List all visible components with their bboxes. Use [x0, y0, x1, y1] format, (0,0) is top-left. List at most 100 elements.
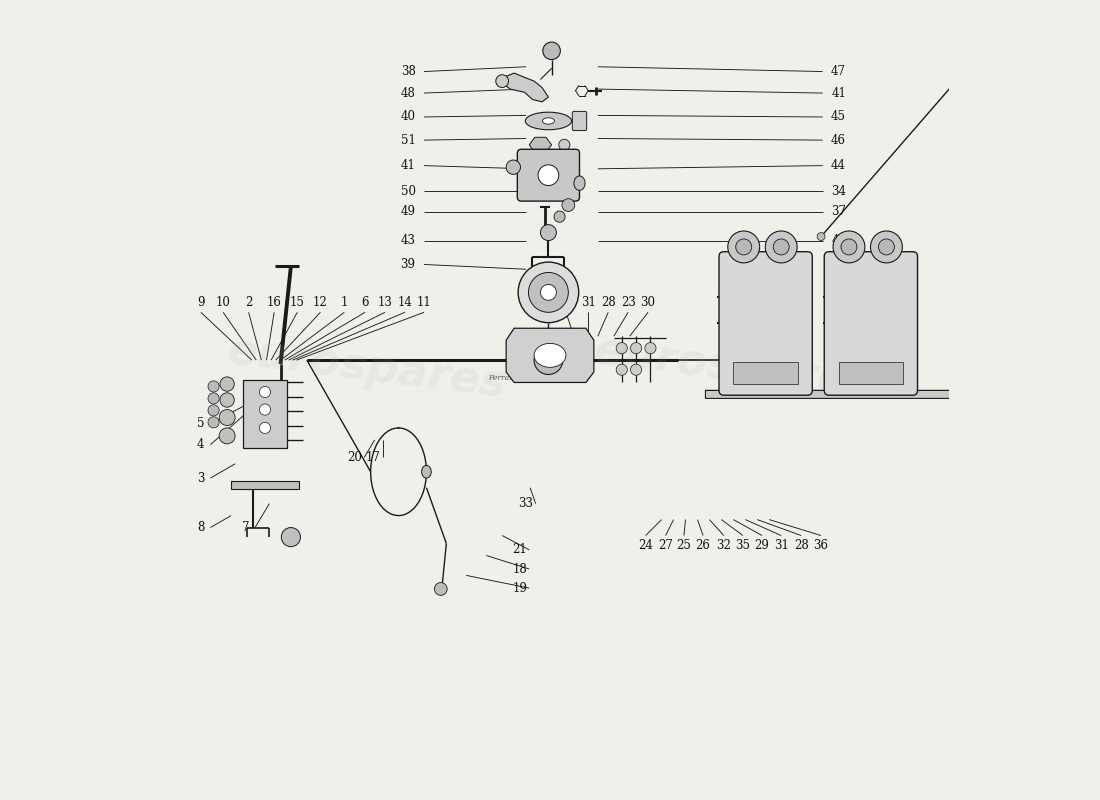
- Text: 13: 13: [377, 296, 393, 310]
- Circle shape: [220, 393, 234, 407]
- FancyBboxPatch shape: [824, 252, 917, 395]
- Text: eurospares: eurospares: [224, 330, 509, 406]
- Polygon shape: [498, 73, 549, 102]
- Circle shape: [540, 285, 557, 300]
- Circle shape: [842, 239, 857, 255]
- Polygon shape: [529, 138, 551, 153]
- Circle shape: [542, 42, 560, 59]
- Text: 16: 16: [266, 296, 282, 310]
- Text: 41: 41: [832, 86, 846, 99]
- Text: 28: 28: [601, 296, 616, 310]
- Circle shape: [630, 364, 641, 375]
- Text: 21: 21: [513, 543, 527, 556]
- Text: 23: 23: [620, 296, 636, 310]
- Text: 32: 32: [716, 538, 732, 551]
- Circle shape: [208, 405, 219, 416]
- Text: 8: 8: [197, 521, 205, 534]
- Bar: [734, 362, 798, 384]
- Text: 5: 5: [197, 418, 205, 430]
- Circle shape: [282, 527, 300, 546]
- FancyBboxPatch shape: [517, 150, 580, 201]
- Text: 36: 36: [814, 538, 828, 551]
- Text: 17: 17: [365, 451, 381, 464]
- Text: 15: 15: [289, 296, 305, 310]
- Text: 50: 50: [400, 185, 416, 198]
- Circle shape: [736, 239, 751, 255]
- Ellipse shape: [574, 176, 585, 190]
- FancyBboxPatch shape: [719, 252, 812, 395]
- Text: 43: 43: [400, 234, 416, 247]
- Circle shape: [220, 377, 234, 391]
- Text: 19: 19: [513, 582, 527, 594]
- Text: 46: 46: [832, 134, 846, 146]
- Circle shape: [219, 428, 235, 444]
- Circle shape: [833, 231, 865, 263]
- Text: 38: 38: [400, 65, 416, 78]
- Circle shape: [773, 239, 789, 255]
- Text: 9: 9: [197, 296, 205, 310]
- Text: 42: 42: [832, 234, 846, 247]
- Bar: [838, 362, 903, 384]
- Text: 48: 48: [400, 86, 416, 99]
- Circle shape: [434, 582, 448, 595]
- Text: 30: 30: [640, 296, 656, 310]
- Text: 14: 14: [397, 296, 412, 310]
- Polygon shape: [506, 328, 594, 382]
- Circle shape: [538, 165, 559, 186]
- Ellipse shape: [506, 160, 520, 174]
- Ellipse shape: [526, 112, 572, 130]
- Circle shape: [260, 422, 271, 434]
- Text: 29: 29: [755, 538, 770, 551]
- Text: 7: 7: [242, 521, 250, 534]
- Text: 28: 28: [794, 538, 808, 551]
- Circle shape: [219, 410, 235, 426]
- Text: 20: 20: [348, 451, 362, 464]
- Text: 25: 25: [676, 538, 692, 551]
- Circle shape: [535, 346, 563, 374]
- Circle shape: [496, 74, 508, 87]
- Text: 22: 22: [559, 296, 573, 310]
- Text: 34: 34: [832, 185, 846, 198]
- Circle shape: [208, 417, 219, 428]
- Text: 2: 2: [245, 296, 252, 310]
- Text: 6: 6: [361, 296, 368, 310]
- Text: 35: 35: [736, 538, 750, 551]
- Text: 33: 33: [518, 497, 534, 510]
- Circle shape: [630, 342, 641, 354]
- Text: 31: 31: [773, 538, 789, 551]
- Text: 49: 49: [400, 206, 416, 218]
- Text: 41: 41: [400, 159, 416, 172]
- Text: 44: 44: [832, 159, 846, 172]
- Text: 4: 4: [197, 438, 205, 451]
- Circle shape: [562, 198, 574, 211]
- Text: 10: 10: [216, 296, 231, 310]
- Polygon shape: [705, 390, 960, 398]
- Text: 3: 3: [197, 472, 205, 485]
- Circle shape: [879, 239, 894, 255]
- Circle shape: [817, 233, 825, 241]
- Ellipse shape: [421, 466, 431, 478]
- Ellipse shape: [542, 118, 554, 124]
- Bar: [243, 380, 287, 448]
- Circle shape: [645, 342, 656, 354]
- Text: 45: 45: [832, 110, 846, 123]
- Circle shape: [260, 386, 271, 398]
- Text: 40: 40: [400, 110, 416, 123]
- Circle shape: [208, 393, 219, 404]
- Circle shape: [554, 211, 565, 222]
- Text: 1: 1: [341, 296, 348, 310]
- Text: 11: 11: [417, 296, 431, 310]
- Text: 24: 24: [638, 538, 653, 551]
- Text: 31: 31: [581, 296, 596, 310]
- Circle shape: [870, 231, 902, 263]
- FancyBboxPatch shape: [572, 111, 586, 130]
- Circle shape: [616, 364, 627, 375]
- Ellipse shape: [535, 343, 565, 367]
- Text: 12: 12: [314, 296, 328, 310]
- Text: Ferrari: Ferrari: [488, 374, 516, 382]
- Circle shape: [208, 381, 219, 392]
- Text: 27: 27: [658, 538, 673, 551]
- Circle shape: [616, 342, 627, 354]
- Polygon shape: [231, 482, 299, 490]
- Circle shape: [518, 262, 579, 322]
